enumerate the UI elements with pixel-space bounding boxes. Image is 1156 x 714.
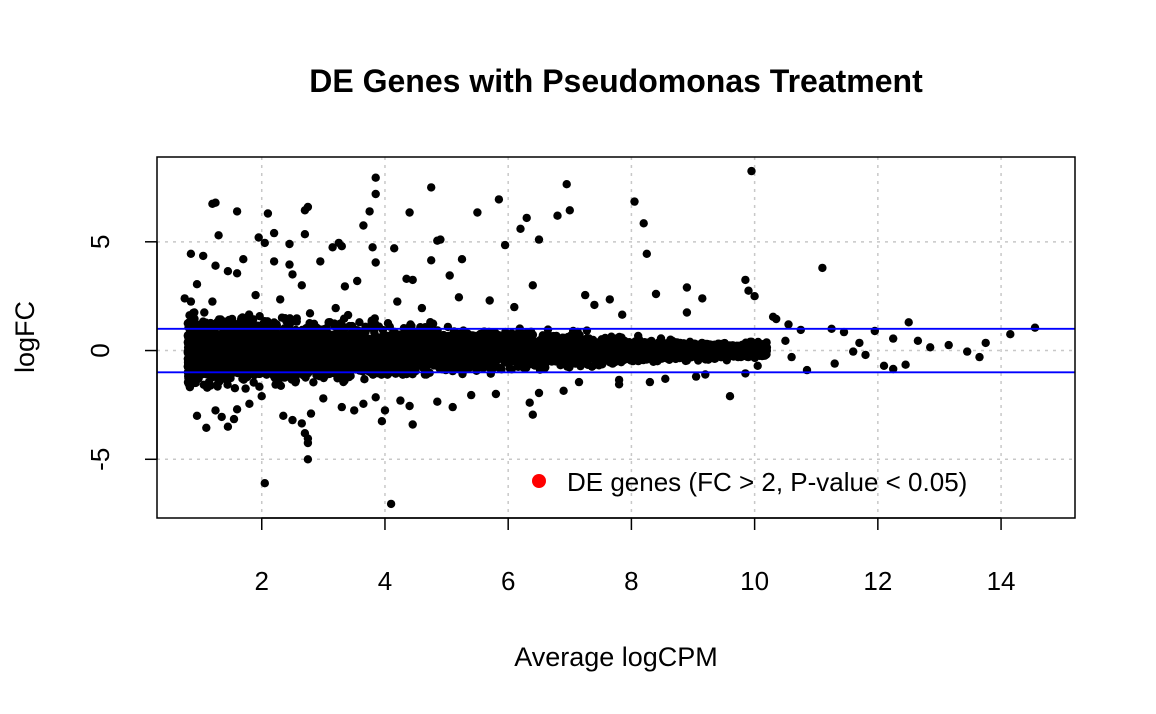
data-point	[241, 384, 250, 393]
data-point	[225, 315, 234, 325]
data-point	[414, 331, 424, 340]
data-point	[383, 319, 393, 328]
data-point	[677, 348, 686, 357]
data-point	[340, 376, 349, 385]
chart-title: DE Genes with Pseudomonas Treatment	[309, 63, 923, 99]
data-point	[189, 308, 198, 318]
data-point	[255, 364, 265, 373]
data-point	[200, 308, 209, 317]
data-point	[192, 356, 201, 365]
data-point	[208, 340, 217, 349]
data-point	[685, 337, 695, 346]
data-point	[500, 356, 510, 365]
data-point	[567, 348, 576, 358]
data-point	[277, 357, 286, 367]
data-point	[614, 337, 623, 346]
data-point	[549, 340, 559, 350]
data-point	[607, 332, 616, 341]
data-point	[185, 381, 194, 390]
data-point	[355, 318, 364, 327]
data-point	[370, 314, 379, 323]
data-point	[378, 325, 388, 335]
data-point	[565, 363, 574, 372]
data-point	[347, 335, 357, 344]
data-point	[486, 364, 495, 373]
data-point	[421, 364, 430, 373]
data-point	[230, 384, 240, 393]
data-point	[249, 378, 258, 387]
data-point	[507, 356, 516, 366]
data-point	[223, 380, 232, 389]
data-point	[203, 383, 212, 392]
data-point	[300, 341, 310, 350]
data-point	[686, 352, 695, 361]
data-point	[325, 318, 335, 327]
data-point	[244, 315, 254, 324]
data-point	[343, 310, 353, 320]
data-point	[270, 356, 279, 366]
data-point	[621, 344, 631, 353]
data-point	[391, 369, 400, 378]
data-point	[380, 354, 389, 363]
data-point	[319, 373, 328, 383]
data-point	[508, 344, 517, 354]
data-point	[305, 309, 315, 318]
data-points	[180, 166, 1040, 509]
data-point	[464, 341, 473, 350]
data-point	[304, 330, 313, 340]
data-point	[428, 319, 438, 328]
data-point	[507, 329, 516, 338]
data-point	[362, 362, 372, 371]
data-point	[426, 333, 435, 342]
data-point	[643, 338, 653, 347]
data-point	[556, 361, 565, 370]
data-point	[271, 380, 280, 389]
data-point	[184, 371, 194, 381]
data-point	[477, 354, 487, 364]
data-point	[292, 314, 301, 323]
data-point	[226, 374, 235, 383]
data-point	[272, 321, 281, 330]
data-point	[285, 320, 294, 329]
data-point	[538, 362, 547, 371]
data-point	[523, 361, 532, 370]
data-point	[361, 322, 370, 331]
data-point	[614, 355, 623, 364]
data-point	[471, 337, 481, 346]
data-point	[309, 378, 318, 387]
data-point	[213, 382, 222, 391]
data-point	[597, 335, 606, 344]
data-point	[239, 375, 248, 384]
data-point	[307, 359, 316, 368]
data-point	[255, 312, 264, 321]
data-point	[406, 320, 415, 329]
data-point	[285, 314, 295, 323]
data-point	[243, 339, 253, 349]
data-point	[448, 366, 457, 376]
data-point	[467, 362, 476, 371]
data-point	[405, 361, 414, 370]
data-point	[584, 334, 594, 343]
data-point	[582, 326, 592, 335]
data-point	[421, 323, 430, 332]
